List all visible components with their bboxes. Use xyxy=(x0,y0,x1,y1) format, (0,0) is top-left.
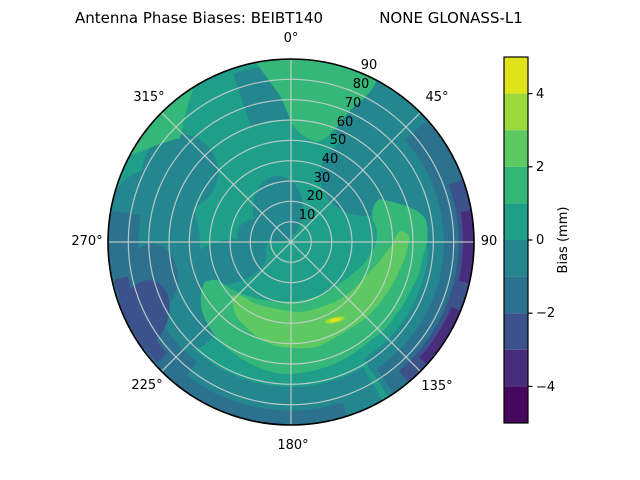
grid-spoke-135 xyxy=(290,241,421,372)
colorbar-band xyxy=(504,57,528,94)
r-label-50: 50 xyxy=(330,133,347,148)
colorbar-band xyxy=(504,313,528,350)
colorbar-band xyxy=(504,386,528,423)
contour-region-nw-lens xyxy=(129,87,194,156)
theta-tick-labels: 0° 45° 90 135° 180° 225° 270° 315° xyxy=(71,31,497,453)
r-label-20: 20 xyxy=(307,189,324,204)
contour-region-banana-core xyxy=(231,231,410,349)
plot-title-station: Antenna Phase Biases: BEIBT140 xyxy=(75,9,323,27)
plot-title-signal: NONE GLONASS-L1 xyxy=(379,9,523,27)
contour-region-east-rim-2 xyxy=(376,120,474,394)
theta-label-180: 180° xyxy=(277,438,308,453)
colorbar-tick-2: 2 xyxy=(536,160,544,175)
r-label-90: 90 xyxy=(361,58,378,73)
theta-label-135: 135° xyxy=(421,379,452,394)
r-label-70: 70 xyxy=(345,96,362,111)
contour-region-max-spot xyxy=(329,317,341,323)
grid-spoke-225 xyxy=(161,241,292,372)
contour-regions-neg4-neg3 xyxy=(419,210,474,365)
contour-region-sw-rim-3 xyxy=(114,276,168,363)
grid-spoke-315 xyxy=(161,112,292,243)
colorbar-axis-label: Bias (mm) xyxy=(556,207,571,274)
colorbar-band xyxy=(504,130,528,167)
grid-spoke-45 xyxy=(290,112,421,243)
contour-region-nw xyxy=(142,134,218,210)
colorbar-bands xyxy=(504,57,528,423)
r-label-80: 80 xyxy=(353,77,370,92)
colorbar-band xyxy=(504,276,528,314)
r-label-40: 40 xyxy=(322,152,339,167)
contour-region-east-purple-2 xyxy=(419,307,461,365)
colorbar-band xyxy=(504,93,528,131)
colorbar-tick-0: 0 xyxy=(536,233,544,248)
theta-label-270: 270° xyxy=(71,234,102,249)
colorbar-band xyxy=(504,240,528,277)
r-label-30: 30 xyxy=(314,171,331,186)
colorbar-tick-labels: 4 2 0 −2 −4 xyxy=(536,87,555,395)
r-label-10: 10 xyxy=(299,208,316,223)
contour-region-east-purple-1 xyxy=(458,210,474,284)
colorbar-tick-4: 4 xyxy=(536,87,544,102)
contour-region-center-bridge xyxy=(237,219,269,255)
colorbar-tick-neg4: −4 xyxy=(536,380,555,395)
polar-grid xyxy=(108,59,474,425)
radial-tick-labels: 10 20 30 40 50 60 70 80 90 xyxy=(299,58,378,223)
contour-field xyxy=(108,59,474,425)
theta-label-45: 45° xyxy=(425,90,448,105)
colorbar: 4 2 0 −2 −4 Bias (mm) xyxy=(503,56,571,424)
polar-boundary xyxy=(107,58,475,426)
theta-label-315: 315° xyxy=(133,90,164,105)
theta-label-0: 0° xyxy=(284,31,299,46)
r-label-60: 60 xyxy=(337,115,354,130)
contour-region-bottom-rim-2 xyxy=(154,355,348,425)
colorbar-band xyxy=(504,349,528,387)
colorbar-band xyxy=(504,166,528,204)
theta-label-225: 225° xyxy=(131,378,162,393)
colorbar-tick-neg2: −2 xyxy=(536,306,555,321)
colorbar-tickmarks xyxy=(528,92,533,387)
colorbar-band xyxy=(504,203,528,240)
contour-region-ne-inner xyxy=(320,136,412,216)
theta-label-90: 90 xyxy=(481,234,498,249)
